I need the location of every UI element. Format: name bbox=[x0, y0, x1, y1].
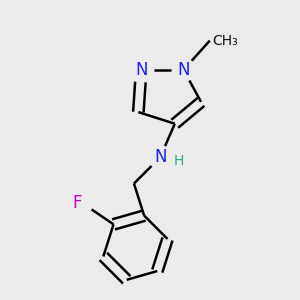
Text: N: N bbox=[177, 61, 190, 79]
Text: H: H bbox=[173, 154, 184, 168]
Text: N: N bbox=[154, 148, 167, 166]
Text: F: F bbox=[72, 194, 82, 211]
Text: N: N bbox=[135, 61, 148, 79]
Text: CH₃: CH₃ bbox=[213, 34, 238, 48]
